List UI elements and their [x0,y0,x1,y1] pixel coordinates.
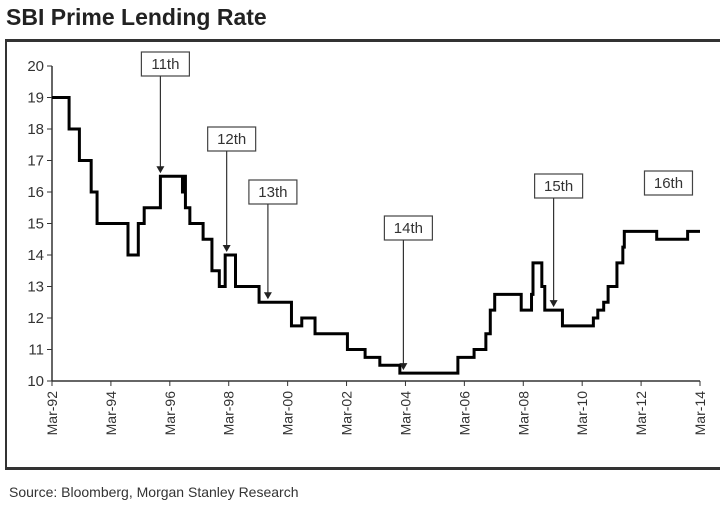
x-tick-label: Mar-96 [162,391,178,436]
prime-rate-line [52,96,700,375]
arrow-head-icon [549,300,558,308]
annotation-box [534,173,584,199]
arrow-head-icon [156,166,165,174]
y-tick-label: 17 [27,153,44,170]
annotation-16th: 16th [643,170,694,196]
y-tick-label: 20 [27,58,44,75]
annotation-label: 15th [544,178,573,195]
arrow-head-icon [399,363,408,371]
x-tick-label: Mar-94 [103,391,119,436]
annotation-label: 13th [258,184,287,201]
x-tick-label: Mar-04 [397,391,413,436]
x-tick-label: Mar-06 [456,391,472,436]
annotation-label: 11th [151,56,179,73]
y-tick-label: 13 [27,279,44,296]
x-tick-label: Mar-98 [221,391,237,436]
annotation-14th: 14th [383,215,433,371]
x-tick-label: Mar-92 [44,391,60,436]
annotation-13th: 13th [248,179,298,300]
arrow-head-icon [222,245,231,252]
x-tick-label: Mar-10 [574,391,590,436]
y-tick-label: 19 [27,90,44,107]
x-tick-label: Mar-00 [280,391,296,436]
annotation-box [207,126,257,152]
y-tick-label: 14 [27,247,44,264]
x-tick-label: Mar-08 [515,391,531,436]
annotation-label: 14th [394,220,423,237]
chart-title: SBI Prime Lending Rate [6,4,267,30]
y-tick-label: 16 [27,184,44,201]
x-tick-label: Mar-12 [633,391,649,436]
annotation-box [643,170,694,196]
annotation-15th: 15th [534,173,584,308]
source-note: Source: Bloomberg, Morgan Stanley Resear… [9,484,299,500]
annotation-12th: 12th [207,126,257,252]
annotation-label: 16th [654,175,683,192]
chart-frame [5,39,720,470]
y-tick-label: 11 [28,342,44,359]
arrow-head-icon [263,292,272,300]
y-tick-label: 10 [27,373,44,390]
x-tick-label: Mar-02 [339,391,355,436]
annotation-label: 12th [217,131,246,148]
annotation-box [383,215,433,241]
y-tick-label: 12 [27,310,44,327]
annotation-11th: 11th [140,51,190,174]
x-tick-label: Mar-14 [692,391,708,436]
annotation-box [140,51,190,77]
y-tick-label: 18 [27,121,44,138]
annotation-box [248,179,298,205]
y-tick-label: 15 [27,216,44,233]
